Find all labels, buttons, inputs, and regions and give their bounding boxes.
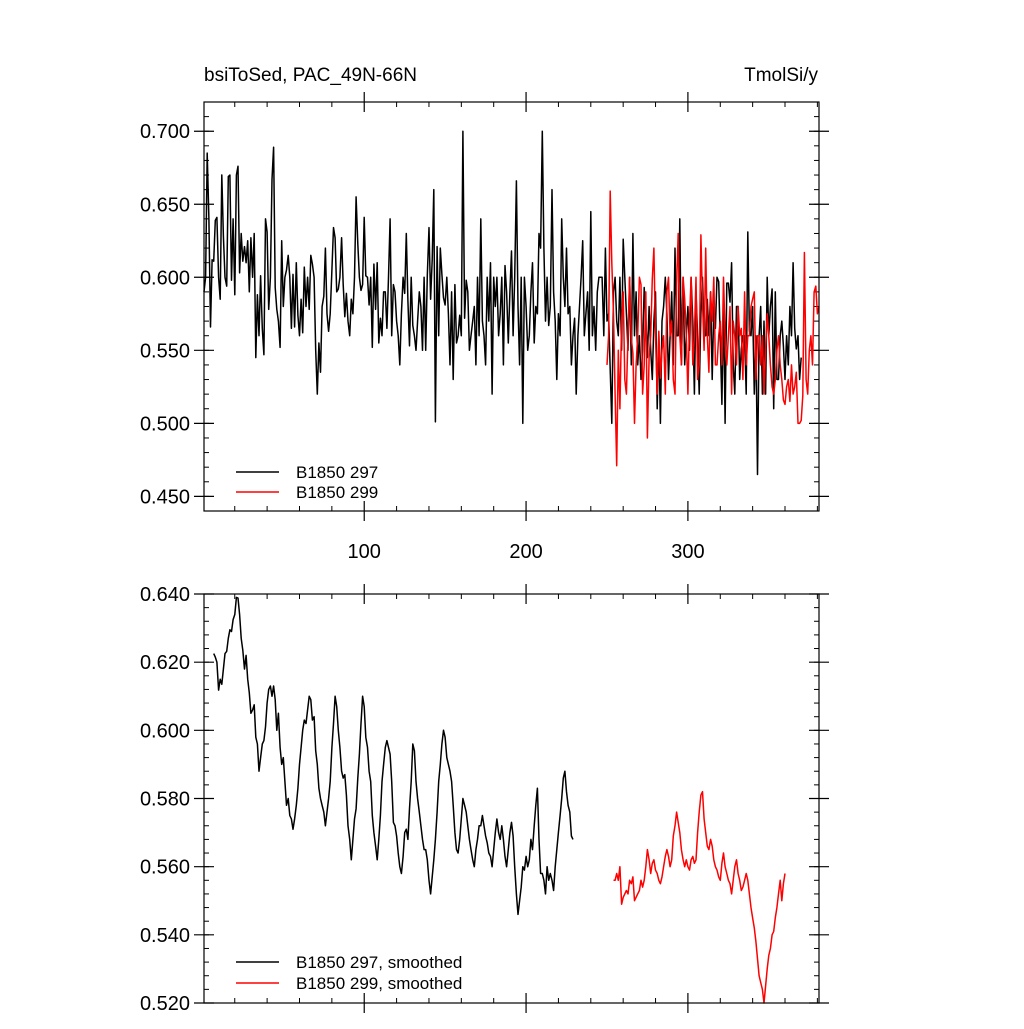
y-tick-label: 0.620 <box>140 652 190 674</box>
y-tick-label: 0.600 <box>140 267 190 289</box>
top-panel-title-left: bsiToSed, PAC_49N-66N <box>204 65 417 86</box>
y-tick-label: 0.580 <box>140 789 190 811</box>
series-line-red <box>606 190 820 467</box>
legend-label-297: B1850 297 <box>296 463 378 482</box>
legend-label-299: B1850 299 <box>296 483 378 502</box>
y-tick-label: 0.700 <box>140 121 190 143</box>
top-panel-title-right: TmolSi/y <box>744 65 818 86</box>
top-panel-frame <box>203 101 820 512</box>
x-tick-label: 300 <box>671 541 704 563</box>
bottom-panel-frame <box>203 593 820 1004</box>
y-tick-label: 0.650 <box>140 194 190 216</box>
top-panel-plot-area <box>203 130 820 476</box>
y-tick-label: 0.520 <box>140 993 190 1015</box>
top-panel: bsiToSed, PAC_49N-66N TmolSi/y 0.450 0.50… <box>140 65 829 563</box>
y-tick-label: 0.450 <box>140 486 190 508</box>
y-tick-label: 0.560 <box>140 857 190 879</box>
legend-label-297-smoothed: B1850 297, smoothed <box>296 953 462 972</box>
y-tick-label: 0.550 <box>140 340 190 362</box>
x-tick-label: 100 <box>348 541 381 563</box>
series-line-red <box>613 790 786 1004</box>
top-panel-ticks: 0.450 0.500 0.550 0.600 0.650 0.700 100 200 300 <box>140 92 829 563</box>
legend-label-299-smoothed: B1850 299, smoothed <box>296 974 462 993</box>
series-line-black <box>213 596 574 916</box>
y-tick-label: 0.500 <box>140 413 190 435</box>
top-panel-legend: B1850 297 B1850 299 <box>236 463 378 502</box>
bottom-panel-legend: B1850 297, smoothed B1850 299, smoothed <box>236 953 462 993</box>
y-tick-label: 0.540 <box>140 925 190 947</box>
y-tick-label: 0.600 <box>140 720 190 742</box>
bottom-panel: 0.520 0.540 0.560 0.580 0.600 0.620 0.640 B185… <box>140 584 829 1015</box>
bottom-panel-plot-area <box>213 596 786 1004</box>
x-tick-label: 200 <box>509 541 542 563</box>
y-tick-label: 0.640 <box>140 584 190 606</box>
